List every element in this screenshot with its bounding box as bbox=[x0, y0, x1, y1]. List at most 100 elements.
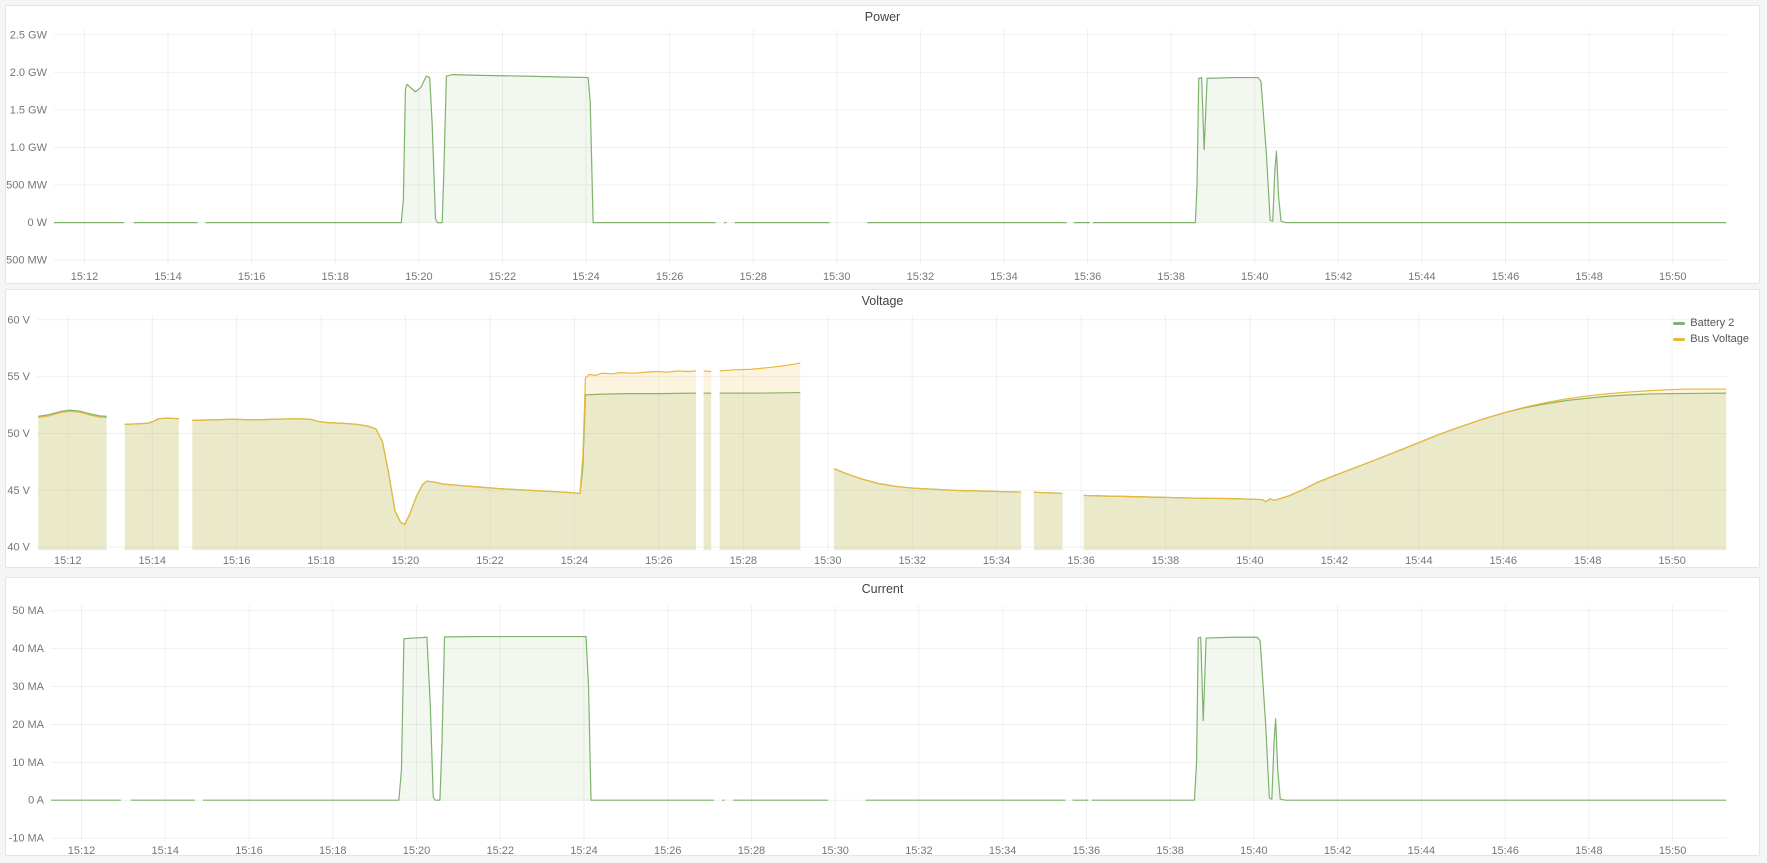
svg-text:15:42: 15:42 bbox=[1325, 271, 1352, 283]
battery-2-area bbox=[1033, 492, 1063, 551]
bus-voltage-area bbox=[834, 468, 1022, 551]
bus-voltage-line bbox=[192, 370, 697, 526]
y-axis-labels: 2.5 GW 2.0 GW 1.5 GW 1.0 GW 500 MW 0 W -500 MW bbox=[6, 29, 48, 266]
svg-text:15:12: 15:12 bbox=[68, 845, 95, 855]
bus-voltage-area bbox=[1083, 389, 1727, 551]
legend-item-bus-voltage[interactable]: Bus Voltage bbox=[1673, 332, 1749, 346]
svg-text:15:26: 15:26 bbox=[654, 845, 681, 855]
svg-text:15:48: 15:48 bbox=[1574, 555, 1601, 567]
legend-label: Bus Voltage bbox=[1690, 333, 1749, 345]
svg-text:15:36: 15:36 bbox=[1074, 271, 1101, 283]
svg-text:15:44: 15:44 bbox=[1408, 271, 1435, 283]
svg-text:45 V: 45 V bbox=[7, 485, 30, 497]
bus-voltage-area bbox=[38, 411, 107, 551]
battery-2-area bbox=[1083, 393, 1727, 551]
svg-text:15:20: 15:20 bbox=[403, 845, 430, 855]
svg-text:15:26: 15:26 bbox=[656, 271, 683, 283]
svg-text:15:18: 15:18 bbox=[322, 271, 349, 283]
svg-text:15:26: 15:26 bbox=[645, 555, 672, 567]
svg-text:15:38: 15:38 bbox=[1157, 271, 1184, 283]
svg-text:2.5 GW: 2.5 GW bbox=[10, 29, 48, 41]
svg-text:15:44: 15:44 bbox=[1408, 845, 1435, 855]
svg-text:15:48: 15:48 bbox=[1575, 271, 1602, 283]
svg-text:10 MA: 10 MA bbox=[12, 757, 44, 769]
bus-voltage-area bbox=[1033, 492, 1063, 551]
legend-item-battery-2[interactable]: Battery 2 bbox=[1673, 316, 1749, 330]
svg-text:15:46: 15:46 bbox=[1491, 845, 1518, 855]
svg-text:15:40: 15:40 bbox=[1240, 845, 1267, 855]
svg-text:500 MW: 500 MW bbox=[6, 180, 48, 192]
svg-text:15:12: 15:12 bbox=[54, 555, 81, 567]
x-axis-labels: 15:12 15:14 15:16 15:18 15:20 15:22 15:24 15:26… bbox=[68, 845, 1687, 855]
svg-text:15:22: 15:22 bbox=[486, 845, 513, 855]
svg-text:15:48: 15:48 bbox=[1575, 845, 1602, 855]
svg-text:15:38: 15:38 bbox=[1152, 555, 1179, 567]
svg-text:15:34: 15:34 bbox=[989, 845, 1016, 855]
battery-2-area bbox=[192, 393, 697, 551]
svg-text:15:46: 15:46 bbox=[1490, 555, 1517, 567]
svg-text:15:32: 15:32 bbox=[907, 271, 934, 283]
svg-text:15:30: 15:30 bbox=[821, 845, 848, 855]
panel-voltage-title[interactable]: Voltage bbox=[861, 294, 904, 308]
power-line bbox=[205, 74, 716, 224]
panel-power: Power 2.5 GW 2.0 GW 1.5 GW 1.0 GW 500 MW 0 W -… bbox=[5, 5, 1760, 284]
panel-power-title[interactable]: Power bbox=[864, 10, 901, 24]
svg-text:15:36: 15:36 bbox=[1067, 555, 1094, 567]
bus-voltage-line bbox=[38, 410, 107, 419]
svg-text:60 V: 60 V bbox=[7, 314, 30, 326]
svg-text:1.5 GW: 1.5 GW bbox=[10, 104, 48, 116]
svg-text:15:40: 15:40 bbox=[1241, 271, 1268, 283]
svg-text:15:30: 15:30 bbox=[814, 555, 841, 567]
svg-text:15:34: 15:34 bbox=[990, 271, 1017, 283]
power-area bbox=[1092, 77, 1727, 223]
svg-text:15:44: 15:44 bbox=[1405, 555, 1432, 567]
power-line bbox=[1092, 76, 1727, 224]
current-area bbox=[202, 636, 714, 801]
current-line bbox=[202, 635, 714, 801]
svg-text:40 MA: 40 MA bbox=[12, 643, 44, 655]
bus-voltage-area bbox=[719, 362, 801, 551]
svg-text:-500 MW: -500 MW bbox=[6, 255, 48, 267]
power-area bbox=[205, 74, 716, 223]
svg-text:15:24: 15:24 bbox=[572, 271, 599, 283]
svg-text:30 MA: 30 MA bbox=[12, 681, 44, 693]
svg-text:50 MA: 50 MA bbox=[12, 605, 44, 617]
grid-lines bbox=[36, 314, 1728, 551]
bus-voltage-line bbox=[719, 362, 801, 372]
power-plot-area[interactable]: 2.5 GW 2.0 GW 1.5 GW 1.0 GW 500 MW 0 W -500 MW… bbox=[6, 6, 1759, 283]
panel-voltage: Voltage 60 V 55 V 50 V 45 V 40 V 15:12 15:14 15… bbox=[5, 289, 1760, 568]
svg-text:15:42: 15:42 bbox=[1321, 555, 1348, 567]
bus-voltage-area bbox=[124, 418, 179, 551]
voltage-plot-area[interactable]: 60 V 55 V 50 V 45 V 40 V 15:12 15:14 15:16 15:18… bbox=[6, 290, 1759, 567]
svg-text:20 MA: 20 MA bbox=[12, 719, 44, 731]
x-axis-labels: 15:12 15:14 15:16 15:18 15:20 15:22 15:24 15:26… bbox=[71, 271, 1687, 283]
svg-text:15:20: 15:20 bbox=[392, 555, 419, 567]
svg-text:15:12: 15:12 bbox=[71, 271, 98, 283]
svg-text:15:46: 15:46 bbox=[1492, 271, 1519, 283]
svg-text:15:50: 15:50 bbox=[1659, 845, 1686, 855]
svg-text:15:32: 15:32 bbox=[898, 555, 925, 567]
svg-text:15:14: 15:14 bbox=[154, 271, 181, 283]
bus-voltage-area bbox=[703, 370, 712, 551]
svg-text:15:36: 15:36 bbox=[1073, 845, 1100, 855]
bus-voltage-line bbox=[703, 370, 712, 373]
svg-text:1.0 GW: 1.0 GW bbox=[10, 142, 48, 154]
svg-text:15:28: 15:28 bbox=[730, 555, 757, 567]
svg-text:15:14: 15:14 bbox=[138, 555, 165, 567]
svg-text:50 V: 50 V bbox=[7, 428, 30, 440]
svg-text:15:40: 15:40 bbox=[1236, 555, 1263, 567]
panel-current-title[interactable]: Current bbox=[861, 582, 904, 596]
battery-2-area bbox=[834, 468, 1022, 551]
battery-2-area bbox=[124, 418, 179, 551]
current-line bbox=[1091, 636, 1727, 801]
svg-text:15:14: 15:14 bbox=[152, 845, 179, 855]
legend-label: Battery 2 bbox=[1690, 317, 1735, 329]
bus-voltage-line bbox=[1083, 388, 1727, 503]
series-layer bbox=[53, 74, 1727, 224]
bus-voltage-series-swatch bbox=[1673, 337, 1686, 341]
battery-2-line bbox=[719, 391, 801, 394]
series-layer bbox=[50, 635, 1727, 801]
svg-text:55 V: 55 V bbox=[7, 371, 30, 383]
